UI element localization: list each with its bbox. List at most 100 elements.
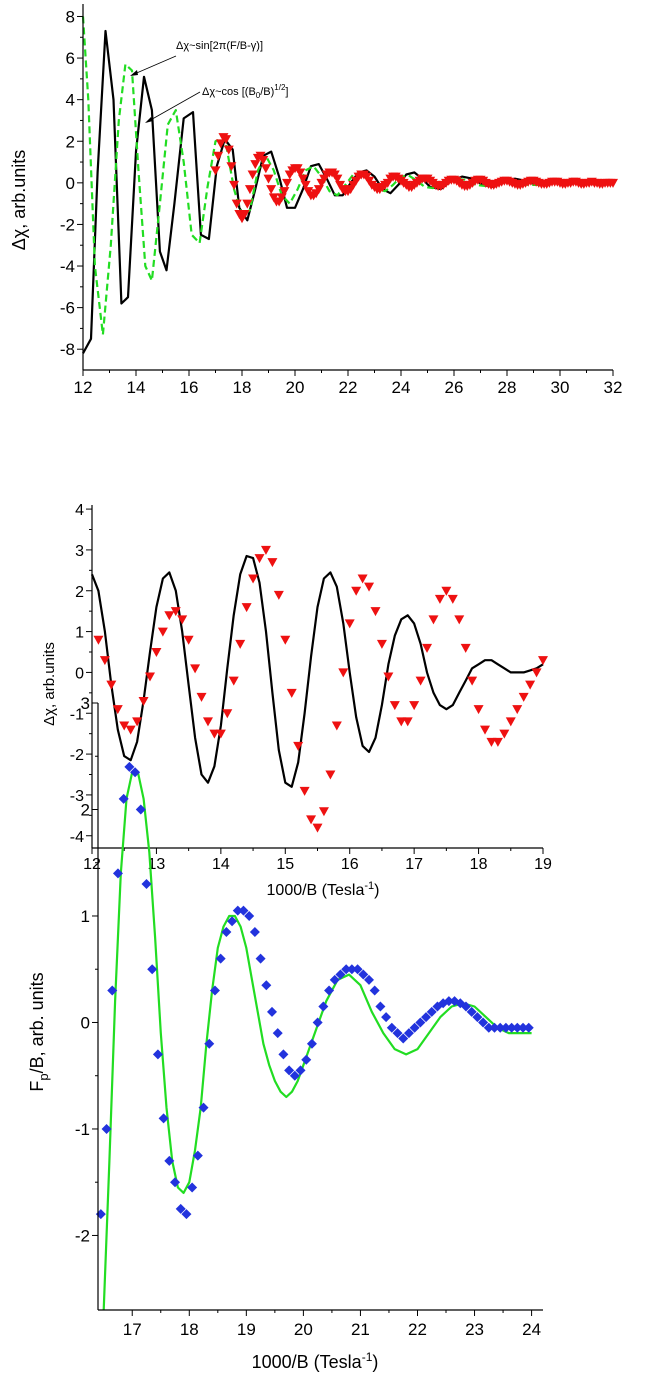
y-tick-label: -2: [70, 747, 84, 764]
annotation-sin-text: Δχ~sin[2π(F/B-γ)]: [176, 40, 263, 52]
series-line-green-dashed: [83, 17, 613, 335]
x-tick-label: 15: [276, 856, 294, 873]
y-tick-label: 3: [81, 694, 90, 713]
y-tick-label: 6: [66, 49, 75, 68]
diamond-point: [313, 1017, 323, 1027]
x-tick-label: 22: [339, 378, 358, 397]
triangle-point: [203, 717, 213, 726]
triangle-point: [229, 677, 239, 686]
triangle-point: [261, 164, 271, 173]
triangle-point: [139, 697, 149, 706]
x-tick-label: 32: [604, 378, 623, 397]
axes-top: 12 14 16 18 20 22 24 26 28 30 3286420-2-4-6-8: [60, 4, 623, 397]
triangle-point: [267, 558, 277, 567]
annotation-cos: Δχ~cos [(B0/B)1/2]: [145, 83, 288, 123]
diamond-point: [273, 1028, 283, 1038]
diamond-point: [261, 980, 271, 990]
triangle-point: [213, 152, 223, 161]
x-tick-label: 20: [294, 1320, 313, 1339]
x-tick-label: 28: [498, 378, 517, 397]
x-tick-label: 14: [127, 378, 146, 397]
triangle-point: [306, 815, 316, 824]
triangle-point: [211, 166, 221, 175]
triangle-point: [512, 705, 522, 714]
y-tick-label: -4: [60, 257, 75, 276]
triangle-point: [300, 787, 310, 796]
triangle-point: [222, 709, 232, 718]
triangle-point: [319, 807, 329, 816]
y-axis-label-bottom: Fp/B, arb. units: [27, 972, 51, 1091]
chart-panel-middle: 12 13 14 15 16 17 18 1943210-1-2-3-4 Δχ, arb.un…: [41, 502, 552, 899]
triangle-point: [261, 546, 271, 555]
triangle-point: [370, 607, 380, 616]
triangle-point: [448, 595, 458, 604]
plot-area-bottom: [96, 762, 534, 1310]
y-tick-label: -4: [70, 829, 84, 846]
y-tick-label: 3: [75, 543, 84, 560]
triangle-point: [435, 595, 445, 604]
triangle-point: [282, 179, 292, 188]
triangle-point: [151, 648, 161, 657]
triangle-point: [358, 575, 368, 584]
triangle-point: [242, 603, 252, 612]
triangle-point: [184, 636, 194, 645]
triangle-point: [428, 615, 438, 624]
y-tick-label: 0: [66, 174, 75, 193]
y-tick-label: -1: [75, 1120, 90, 1139]
triangle-point: [403, 717, 413, 726]
triangle-point: [390, 701, 400, 710]
triangle-point: [313, 824, 323, 833]
x-tick-label: 22: [408, 1320, 427, 1339]
y-tick-label: 0: [81, 1013, 90, 1032]
y-tick-label: -2: [75, 1226, 90, 1245]
diamond-point: [370, 986, 380, 996]
triangle-point: [235, 640, 245, 649]
diamond-point: [141, 879, 151, 889]
x-tick-label: 16: [180, 378, 199, 397]
x-axis-label-bottom: 1000/B (Tesla-1): [252, 1350, 379, 1372]
triangle-point: [538, 656, 548, 665]
y-tick-label: 1: [81, 907, 90, 926]
diamond-point: [381, 1012, 391, 1022]
diamond-point: [250, 927, 260, 937]
triangle-point: [293, 742, 303, 751]
annotation-sin-arrow: [132, 56, 176, 75]
diamond-point: [96, 1209, 106, 1219]
diamond-point: [267, 1007, 277, 1017]
x-tick-label: 17: [123, 1320, 142, 1339]
plot-area-top: [83, 17, 618, 354]
triangle-point: [177, 615, 187, 624]
triangle-point: [93, 636, 103, 645]
x-tick-label: 14: [212, 856, 230, 873]
triangle-point: [264, 175, 274, 184]
triangle-point: [441, 587, 451, 596]
x-tick-label: 19: [534, 856, 552, 873]
triangle-point: [325, 771, 335, 780]
x-tick-label: 18: [180, 1320, 199, 1339]
diamond-point: [301, 1055, 311, 1065]
series-line-green-solid: [104, 772, 532, 1310]
triangle-point: [377, 640, 387, 649]
y-axis-label-middle: Δχ, arb.units: [41, 642, 58, 726]
triangle-point: [274, 591, 284, 600]
triangle-point: [158, 628, 168, 637]
triangle-point: [106, 681, 116, 690]
diamond-point: [307, 1039, 317, 1049]
triangle-point: [461, 644, 471, 653]
triangle-point: [416, 677, 426, 686]
triangle-point: [480, 726, 490, 735]
triangle-point: [364, 583, 374, 592]
annotation-cos-arrow: [147, 92, 200, 122]
triangle-point: [532, 668, 542, 677]
x-tick-label: 24: [522, 1320, 541, 1339]
triangle-point: [506, 717, 516, 726]
y-tick-label: -2: [60, 215, 75, 234]
y-tick-label: -8: [60, 340, 75, 359]
triangle-point: [266, 185, 276, 194]
y-tick-label: 2: [81, 800, 90, 819]
x-tick-label: 12: [74, 378, 93, 397]
triangle-point: [519, 693, 529, 702]
triangle-point: [255, 554, 265, 563]
